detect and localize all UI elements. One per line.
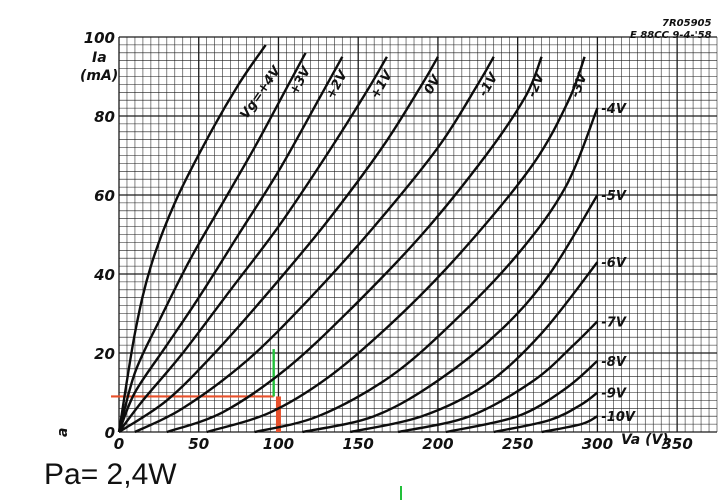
plate-curve (445, 359, 599, 434)
plate-curve (206, 56, 586, 434)
tube-reference: E 88CC 9-4-'58 (630, 30, 712, 41)
plate-curve (117, 44, 267, 433)
stray-mark: a (55, 428, 71, 437)
plate-curve (134, 56, 495, 434)
plate-curve (118, 56, 388, 433)
plate-curve (254, 107, 599, 434)
curve-label: -6V (601, 256, 626, 271)
curve-label: 0V (422, 72, 445, 97)
plate-curve (349, 261, 599, 434)
plate-curve (117, 52, 307, 433)
axis-ticks: 0 50 100 150 200 250 300 350 0 20 40 60 80 100 (84, 29, 693, 453)
x-tick-label: 50 (188, 435, 209, 453)
plate-curve (117, 56, 344, 433)
x-tick-label: 300 (582, 435, 613, 453)
x-tick-label: 350 (661, 435, 692, 453)
x-tick-label: 200 (422, 435, 453, 453)
curve-label: -10V (601, 410, 635, 425)
curve-label: -3V (568, 71, 591, 100)
x-axis-label: Va (V) (621, 432, 669, 448)
curve-label: -5V (601, 189, 626, 204)
plate-curves (117, 44, 599, 434)
plate-curve (397, 320, 599, 434)
x-tick-label: 150 (343, 435, 374, 453)
curve-label: -2V (525, 70, 548, 99)
y-axis-symbol: Ia (92, 50, 107, 66)
plate-curve (302, 194, 599, 434)
y-tick-label: 40 (93, 266, 115, 284)
curve-label: -9V (601, 387, 626, 402)
x-tick-label: 0 (114, 435, 124, 453)
x-tick-label: 100 (263, 435, 294, 453)
grid-voltage-labels: Vg=+4V +3V +2V +1V 0V -1V -2V -3V-4V-5V-6V-7V-8… (238, 63, 636, 425)
curve-label: -7V (601, 315, 626, 330)
stray-tick-mark (400, 486, 402, 500)
curve-label: -8V (601, 355, 626, 370)
reference-code: 7R05905 (662, 18, 711, 29)
y-tick-label: 100 (84, 29, 115, 47)
plate-curve (493, 391, 599, 434)
y-tick-label: 80 (94, 108, 115, 126)
plate-dissipation-label: Pa= 2,4W (44, 458, 177, 491)
chart-grid (118, 36, 718, 433)
curve-label: -4V (601, 102, 626, 117)
y-tick-label: 0 (105, 424, 115, 442)
plate-curve (541, 415, 598, 434)
y-tick-label: 60 (94, 187, 115, 205)
x-tick-label: 250 (502, 435, 533, 453)
y-axis-unit: (mA) (80, 68, 118, 84)
plate-curve (118, 56, 439, 434)
plate-curve (166, 56, 543, 434)
y-tick-label: 20 (94, 345, 115, 363)
